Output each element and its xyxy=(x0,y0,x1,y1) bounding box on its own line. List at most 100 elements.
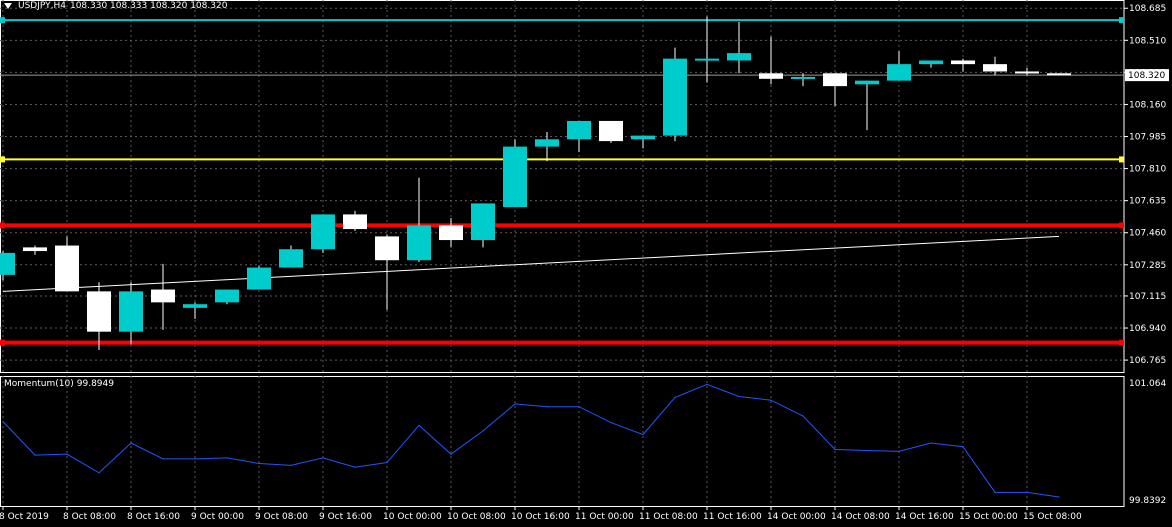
candle-body xyxy=(279,249,303,268)
momentum-point xyxy=(354,466,356,468)
price-tick-label: 107.635 xyxy=(1129,197,1166,207)
level-handle-red xyxy=(0,339,5,346)
level-handle-yellow xyxy=(0,156,5,163)
time-tick-label: 14 Oct 16:00 xyxy=(895,512,954,522)
price-tick-label: 107.460 xyxy=(1129,229,1166,239)
candle-body xyxy=(23,247,47,252)
candle-body xyxy=(119,291,143,332)
price-tick-label: 106.765 xyxy=(1129,356,1166,366)
price-tick-label: 108.160 xyxy=(1129,100,1166,110)
momentum-point xyxy=(450,453,452,455)
momentum-point xyxy=(674,396,676,399)
indicator-value: 99.8949 xyxy=(76,379,114,389)
candle-body xyxy=(823,73,847,87)
candle-body xyxy=(375,236,399,261)
candle-body xyxy=(855,80,879,85)
ohlc-values: 108.330 108.333 108.320 108.320 xyxy=(69,1,228,11)
level-handle-yellow xyxy=(1119,156,1124,163)
candle-body xyxy=(439,225,463,241)
candle-body xyxy=(311,214,335,250)
candle-body xyxy=(631,135,655,140)
price-tick-label: 108.510 xyxy=(1129,36,1166,46)
candle-body xyxy=(599,120,623,142)
time-tick-label: 9 Oct 16:00 xyxy=(319,512,372,522)
level-handle-red xyxy=(0,222,5,229)
momentum-line xyxy=(2,383,1060,498)
symbol-timeframe: USDJPY,H4 xyxy=(18,1,66,11)
momentum-point xyxy=(962,446,964,448)
price-tick-label: 107.115 xyxy=(1129,292,1166,302)
momentum-point xyxy=(66,453,68,455)
candle-body xyxy=(663,58,687,136)
candle-body xyxy=(695,58,719,61)
time-tick-label: 10 Oct 00:00 xyxy=(383,512,442,522)
momentum-point xyxy=(514,403,516,405)
level-handle-red xyxy=(1119,222,1124,229)
momentum-point xyxy=(1026,491,1028,493)
momentum-point xyxy=(2,421,4,423)
price-tick-label: 107.285 xyxy=(1129,261,1166,271)
momentum-point xyxy=(770,399,772,401)
candle-body xyxy=(87,291,111,332)
momentum-point xyxy=(738,395,740,398)
candle-body xyxy=(983,64,1007,72)
price-tick-label: 107.810 xyxy=(1129,165,1166,175)
time-tick-label: 11 Oct 08:00 xyxy=(639,512,698,522)
candle-body xyxy=(791,76,815,79)
price-tick-label: 108.685 xyxy=(1129,4,1166,14)
candle-body xyxy=(215,289,239,303)
level-handle-cyan xyxy=(1119,17,1124,24)
momentum-point xyxy=(578,406,580,408)
price-tick-label: 107.985 xyxy=(1129,133,1166,143)
momentum-point xyxy=(418,424,420,426)
momentum-point xyxy=(802,415,804,417)
time-tick-label: 9 Oct 00:00 xyxy=(191,512,244,522)
time-tick-label: 15 Oct 00:00 xyxy=(959,512,1018,522)
candle-body xyxy=(887,64,911,81)
momentum-point xyxy=(610,421,612,424)
indicator-axis-bottom: 99.8392 xyxy=(1129,496,1166,506)
candle-body xyxy=(343,214,367,230)
time-tick-label: 11 Oct 16:00 xyxy=(703,512,762,522)
time-tick-label: 15 Oct 08:00 xyxy=(1023,512,1082,522)
momentum-point xyxy=(546,406,548,408)
indicator-axis-top: 101.064 xyxy=(1129,379,1166,389)
dropdown-triangle-icon[interactable] xyxy=(4,3,12,9)
indicator-plot-frame xyxy=(0,376,1125,507)
momentum-point xyxy=(482,430,484,432)
candle-body xyxy=(759,73,783,79)
candle-body xyxy=(151,289,175,303)
momentum-point xyxy=(898,450,900,452)
candle-body xyxy=(567,120,591,140)
candle-body xyxy=(503,146,527,208)
momentum-point xyxy=(98,472,100,474)
candle-body xyxy=(471,203,495,241)
momentum-point xyxy=(994,491,996,493)
momentum-point xyxy=(834,448,836,451)
current-price-label: 108.320 xyxy=(1128,71,1165,81)
level-handle-red xyxy=(1119,339,1124,346)
current-price-box xyxy=(1125,69,1169,82)
candle-body xyxy=(919,60,943,65)
momentum-point xyxy=(194,458,196,460)
main-plot-frame xyxy=(0,0,1125,373)
time-tick-label: 10 Oct 16:00 xyxy=(511,512,570,522)
candle-body xyxy=(1047,73,1071,76)
candle-body xyxy=(183,304,207,308)
momentum-point xyxy=(34,454,36,456)
chart-header: USDJPY,H4 108.330 108.333 108.320 108.32… xyxy=(4,1,227,11)
time-tick-label: 14 Oct 00:00 xyxy=(767,512,826,522)
momentum-point xyxy=(642,434,644,436)
candle-body xyxy=(55,245,79,292)
candle-body xyxy=(407,225,431,261)
candle-body xyxy=(727,53,751,61)
time-tick-label: 9 Oct 08:00 xyxy=(255,512,308,522)
momentum-point xyxy=(162,458,164,460)
momentum-point xyxy=(258,462,260,465)
level-handle-cyan xyxy=(0,17,5,24)
momentum-point xyxy=(130,442,132,444)
momentum-point xyxy=(226,457,228,459)
indicator-name: Momentum(10) xyxy=(4,379,74,389)
momentum-point xyxy=(866,449,868,452)
